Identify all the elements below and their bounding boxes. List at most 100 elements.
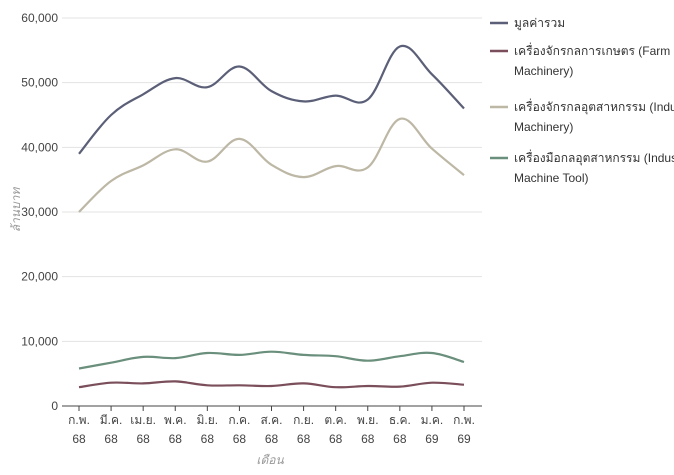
data-point [429, 146, 435, 152]
data-point [204, 84, 210, 90]
data-point [365, 383, 371, 389]
series-line-2 [78, 380, 465, 389]
series-line-3 [78, 117, 465, 213]
data-point [76, 365, 82, 371]
legend-entry: Machine Tool) [514, 171, 588, 185]
data-point [269, 88, 275, 94]
data-point [301, 98, 307, 104]
x-tick-label-month: ก.ย. [293, 413, 314, 427]
data-point [429, 350, 435, 356]
x-tick-label-month: มิ.ย. [197, 413, 219, 427]
x-tick-label-month: ส.ค. [260, 413, 282, 427]
x-tick-label-month: ก.พ. [453, 413, 475, 427]
y-tick-label: 10,000 [21, 334, 58, 348]
x-tick-label-month: ต.ค. [324, 413, 347, 427]
data-point [140, 380, 146, 386]
data-point [365, 96, 371, 102]
data-point [301, 174, 307, 180]
x-tick-label-month: ม.ค. [421, 413, 444, 427]
x-tick-label-year: 68 [104, 432, 118, 446]
x-tick-label-month: มี.ค. [100, 413, 123, 427]
legend-entry: เครื่องจักรกลการเกษตร (Farm [514, 42, 670, 58]
data-point [76, 384, 82, 390]
x-tick-label-year: 68 [361, 432, 375, 446]
x-tick-label-month: พ.ค. [164, 413, 187, 427]
data-point [461, 359, 467, 365]
data-point [172, 355, 178, 361]
y-tick-label: 30,000 [21, 205, 58, 219]
data-point [236, 382, 242, 388]
data-point [269, 162, 275, 168]
data-point [301, 380, 307, 386]
x-tick-label-year: 68 [72, 432, 86, 446]
data-point [108, 112, 114, 118]
data-point [333, 93, 339, 99]
data-point [397, 353, 403, 359]
data-point [204, 159, 210, 165]
data-point [140, 354, 146, 360]
data-point [76, 209, 82, 215]
y-tick-label: 40,000 [21, 140, 58, 154]
x-tick-label-year: 68 [136, 432, 150, 446]
x-tick-label-month: เม.ย. [130, 413, 156, 427]
data-point [269, 383, 275, 389]
x-tick-label-month: พ.ย. [357, 413, 379, 427]
x-tick-label-year: 69 [457, 432, 471, 446]
data-point [204, 350, 210, 356]
legend-entry: เครื่องมือกลอุตสาหกรรม (Industrial [514, 149, 674, 166]
x-tick-label-month: ก.พ. [68, 413, 90, 427]
y-tick-label: 0 [51, 399, 58, 413]
data-point [236, 136, 242, 142]
x-tick-label-year: 68 [393, 432, 407, 446]
x-tick-label-year: 68 [329, 432, 343, 446]
data-point [108, 178, 114, 184]
data-point [429, 71, 435, 77]
data-point [236, 64, 242, 70]
data-point [461, 172, 467, 178]
data-point [397, 43, 403, 49]
data-point [108, 360, 114, 366]
data-point [76, 151, 82, 157]
data-point [172, 146, 178, 152]
y-tick-label: 60,000 [21, 11, 58, 25]
series-line-1 [78, 44, 465, 155]
series-line-4 [78, 350, 465, 370]
x-tick-label-month: ธ.ค. [389, 413, 411, 427]
data-point [365, 164, 371, 170]
data-point [204, 382, 210, 388]
data-point [140, 162, 146, 168]
data-point [461, 106, 467, 112]
data-point [333, 384, 339, 390]
x-axis-title: เดือน [256, 453, 284, 467]
data-point [108, 380, 114, 386]
legend-entry: Machinery) [514, 64, 573, 78]
x-axis: ก.พ. 68 มี.ค. 68 เม.ย. 68 พ.ค. 68 มิ.ย. 68 ก.ค. 68 ส… [62, 405, 482, 446]
y-axis: 0 10,000 20,000 30,000 40,000 50,000 60,000 [21, 11, 58, 413]
x-tick-label-year: 69 [425, 432, 439, 446]
data-point [269, 349, 275, 355]
data-point [236, 352, 242, 358]
x-tick-label-year: 68 [297, 432, 311, 446]
x-tick-label-month: ก.ค. [228, 413, 250, 427]
data-point [397, 116, 403, 122]
y-tick-label: 20,000 [21, 270, 58, 284]
y-tick-label: 50,000 [21, 76, 58, 90]
data-point [172, 378, 178, 384]
legend-entry: Machinery) [514, 120, 573, 134]
data-point [333, 353, 339, 359]
x-tick-label-year: 68 [201, 432, 215, 446]
data-point [429, 380, 435, 386]
data-point [333, 163, 339, 169]
data-point [461, 382, 467, 388]
x-tick-label-year: 68 [265, 432, 279, 446]
gridlines [62, 17, 482, 342]
x-tick-label-year: 68 [233, 432, 247, 446]
data-point [365, 358, 371, 364]
data-point [301, 352, 307, 358]
x-tick-label-year: 68 [169, 432, 183, 446]
data-point [140, 91, 146, 97]
data-point [172, 75, 178, 81]
